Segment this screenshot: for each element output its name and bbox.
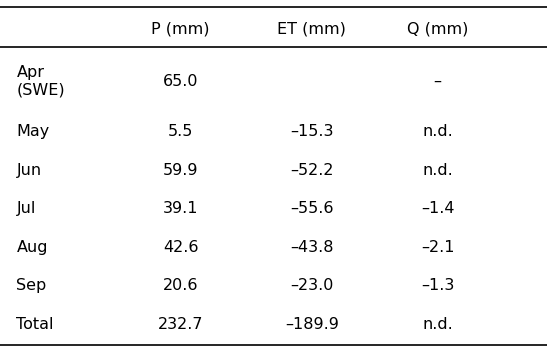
Text: 5.5: 5.5: [168, 124, 193, 139]
Text: –55.6: –55.6: [290, 201, 334, 216]
Text: n.d.: n.d.: [422, 317, 453, 332]
Text: n.d.: n.d.: [422, 124, 453, 139]
Text: ET (mm): ET (mm): [277, 21, 346, 36]
Text: 65.0: 65.0: [163, 74, 198, 89]
Text: n.d.: n.d.: [422, 163, 453, 178]
Text: P (mm): P (mm): [152, 21, 210, 36]
Text: –52.2: –52.2: [290, 163, 334, 178]
Text: Total: Total: [16, 317, 54, 332]
Text: 20.6: 20.6: [163, 278, 198, 293]
Text: –: –: [434, 74, 441, 89]
Text: –1.4: –1.4: [421, 201, 455, 216]
Text: –23.0: –23.0: [290, 278, 334, 293]
Text: –189.9: –189.9: [285, 317, 339, 332]
Text: Apr
(SWE): Apr (SWE): [16, 65, 65, 97]
Text: Q (mm): Q (mm): [407, 21, 468, 36]
Text: May: May: [16, 124, 50, 139]
Text: 42.6: 42.6: [163, 240, 198, 255]
Text: –1.3: –1.3: [421, 278, 455, 293]
Text: 59.9: 59.9: [163, 163, 198, 178]
Text: –15.3: –15.3: [290, 124, 334, 139]
Text: 39.1: 39.1: [163, 201, 198, 216]
Text: 232.7: 232.7: [158, 317, 203, 332]
Text: Sep: Sep: [16, 278, 46, 293]
Text: –43.8: –43.8: [290, 240, 334, 255]
Text: Jul: Jul: [16, 201, 36, 216]
Text: –2.1: –2.1: [421, 240, 455, 255]
Text: Aug: Aug: [16, 240, 48, 255]
Text: Jun: Jun: [16, 163, 42, 178]
